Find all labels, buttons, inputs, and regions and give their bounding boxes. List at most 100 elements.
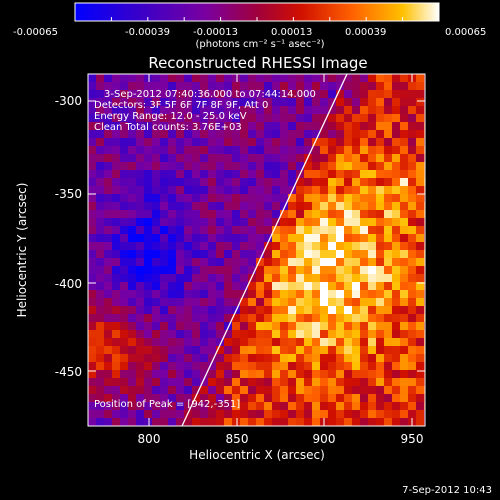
image-pixel: [128, 386, 137, 395]
image-pixel: [120, 306, 129, 315]
image-pixel: [216, 282, 225, 291]
image-pixel: [416, 186, 425, 195]
image-pixel: [200, 186, 209, 195]
image-pixel: [352, 202, 361, 211]
image-pixel: [384, 154, 393, 163]
image-pixel: [168, 426, 177, 435]
image-pixel: [416, 314, 425, 323]
image-pixel: [400, 162, 409, 171]
image-pixel: [312, 330, 321, 339]
image-pixel: [376, 74, 385, 83]
image-pixel: [104, 426, 113, 435]
image-pixel: [200, 234, 209, 243]
image-pixel: [408, 322, 417, 331]
image-pixel: [280, 354, 289, 363]
image-pixel: [96, 74, 105, 83]
image-pixel: [328, 138, 337, 147]
image-pixel: [408, 258, 417, 267]
image-pixel: [248, 346, 257, 355]
image-pixel: [320, 234, 329, 243]
image-pixel: [176, 202, 185, 211]
image-pixel: [152, 330, 161, 339]
image-pixel: [296, 210, 305, 219]
image-pixel: [368, 306, 377, 315]
image-pixel: [384, 250, 393, 259]
image-pixel: [256, 106, 265, 115]
image-pixel: [112, 154, 121, 163]
image-pixel: [168, 162, 177, 171]
image-pixel: [288, 162, 297, 171]
image-pixel: [96, 234, 105, 243]
image-pixel: [152, 202, 161, 211]
image-pixel: [416, 82, 425, 91]
image-pixel: [208, 122, 217, 131]
image-pixel: [384, 194, 393, 203]
image-pixel: [424, 426, 433, 435]
image-pixel: [296, 346, 305, 355]
image-pixel: [88, 130, 97, 139]
image-pixel: [248, 114, 257, 123]
image-pixel: [136, 138, 145, 147]
image-pixel: [312, 130, 321, 139]
image-pixel: [136, 354, 145, 363]
image-pixel: [336, 370, 345, 379]
image-pixel: [352, 106, 361, 115]
image-pixel: [336, 426, 345, 435]
image-pixel: [304, 274, 313, 283]
image-pixel: [288, 154, 297, 163]
image-pixel: [88, 290, 97, 299]
image-pixel: [264, 154, 273, 163]
image-pixel: [360, 226, 369, 235]
image-pixel: [312, 194, 321, 203]
image-pixel: [352, 210, 361, 219]
image-pixel: [264, 170, 273, 179]
image-pixel: [176, 226, 185, 235]
image-pixel: [104, 378, 113, 387]
image-pixel: [160, 122, 169, 131]
image-pixel: [168, 298, 177, 307]
image-pixel: [256, 186, 265, 195]
image-pixel: [384, 290, 393, 299]
image-pixel: [88, 154, 97, 163]
image-pixel: [408, 362, 417, 371]
image-pixel: [344, 250, 353, 259]
image-pixel: [88, 330, 97, 339]
image-pixel: [96, 370, 105, 379]
image-pixel: [200, 130, 209, 139]
image-pixel: [272, 266, 281, 275]
image-pixel: [216, 338, 225, 347]
image-pixel: [360, 266, 369, 275]
image-pixel: [304, 394, 313, 403]
image-pixel: [128, 170, 137, 179]
image-pixel: [392, 170, 401, 179]
image-pixel: [200, 402, 209, 411]
image-pixel: [232, 378, 241, 387]
image-pixel: [208, 218, 217, 227]
image-pixel: [416, 266, 425, 275]
image-pixel: [208, 74, 217, 83]
image-pixel: [208, 386, 217, 395]
image-pixel: [272, 226, 281, 235]
image-pixel: [240, 266, 249, 275]
image-pixel: [208, 90, 217, 99]
image-pixel: [288, 298, 297, 307]
image-pixel: [152, 138, 161, 147]
image-pixel: [328, 122, 337, 131]
image-pixel: [400, 314, 409, 323]
image-pixel: [176, 74, 185, 83]
image-pixel: [200, 218, 209, 227]
image-pixel: [264, 250, 273, 259]
footer-date: 7-Sep-2012 10:43: [402, 485, 492, 496]
plot-title: Reconstructed RHESSI Image: [148, 54, 367, 72]
image-pixel: [184, 418, 193, 426]
image-pixel: [256, 290, 265, 299]
image-pixel: [144, 226, 153, 235]
image-pixel: [336, 274, 345, 283]
image-pixel: [208, 418, 217, 426]
image-pixel: [216, 250, 225, 259]
image-pixel: [368, 338, 377, 347]
image-pixel: [408, 162, 417, 171]
image-pixel: [216, 170, 225, 179]
image-pixel: [416, 250, 425, 259]
image-pixel: [128, 122, 137, 131]
